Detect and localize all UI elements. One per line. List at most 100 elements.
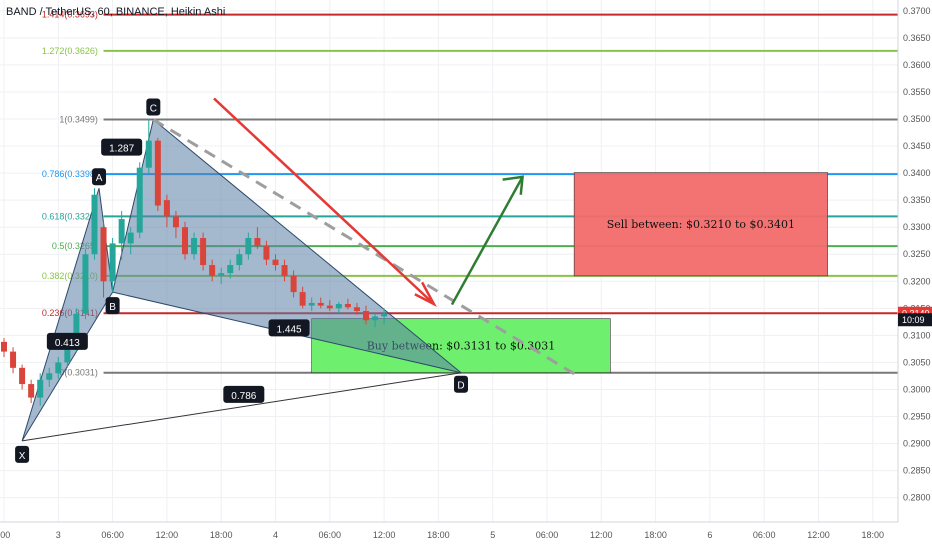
ratio-label-bg — [223, 385, 265, 403]
candle-body — [308, 302, 315, 306]
candle-body — [200, 238, 207, 266]
candle-body — [28, 384, 35, 398]
ratio-label: 0.786 — [231, 391, 256, 402]
candle-body — [299, 292, 306, 306]
candle-body — [381, 313, 388, 317]
x-tick-label: 5 — [490, 530, 495, 540]
y-tick-label: 0.3400 — [903, 168, 931, 178]
candle-body — [118, 219, 125, 244]
candle-body — [254, 238, 261, 247]
up-arrow-head — [502, 175, 524, 195]
x-tick-label: 06:00 — [101, 530, 124, 540]
candle-body — [64, 346, 71, 363]
y-tick-label: 0.3300 — [903, 222, 931, 232]
candle-body — [127, 232, 134, 244]
candle-body — [326, 305, 333, 309]
pattern-labels: X A B C D 0.413 1.287 1.445 0.786 — [15, 98, 469, 463]
point-label-a: A — [96, 173, 103, 184]
candle-body — [281, 265, 288, 276]
y-tick-label: 0.3250 — [903, 249, 931, 259]
x-tick-label: 12:00 — [156, 530, 179, 540]
candle-body — [335, 304, 342, 309]
candle-body — [55, 362, 62, 374]
y-tick-label: 0.3600 — [903, 60, 931, 70]
ratio-label-bg — [268, 319, 310, 337]
x-tick-label: 18:00 — [210, 530, 233, 540]
candle-body — [353, 307, 360, 312]
x-tick-label: 4 — [273, 530, 278, 540]
point-label-a-bg — [92, 168, 107, 186]
ratio-label: 0.413 — [55, 338, 80, 349]
x-tick-label: 6 — [707, 530, 712, 540]
candle-body — [82, 254, 89, 314]
y-tick-label: 0.3200 — [903, 276, 931, 286]
sell-zone-box — [573, 172, 828, 277]
price-axis-bg — [898, 0, 932, 550]
x-tick-label: 3 — [56, 530, 61, 540]
candle-body — [73, 313, 80, 347]
point-label-d-bg — [454, 375, 469, 393]
candle-body — [109, 243, 116, 282]
x-tick-label: :00 — [0, 530, 10, 540]
point-label-b: B — [109, 302, 116, 313]
candle-body — [172, 216, 179, 228]
point-label-b-bg — [105, 297, 120, 315]
candle-body — [154, 140, 161, 206]
sell-zone-text: Sell between: $0.3210 to $0.3401 — [607, 218, 795, 231]
candle-body — [91, 194, 98, 255]
y-tick-label: 0.3550 — [903, 87, 931, 97]
fib-label: 0(0.3031) — [59, 368, 98, 378]
y-tick-label: 0.2850 — [903, 466, 931, 476]
y-tick-label: 0.3000 — [903, 384, 931, 394]
candle-body — [163, 200, 170, 217]
fib-label: 0.5(0.3265) — [52, 241, 98, 251]
ratio-label-bg — [46, 332, 88, 350]
candles — [1, 119, 388, 406]
x-tick-label: 18:00 — [427, 530, 450, 540]
point-label-d: D — [457, 381, 464, 392]
candle-body — [344, 304, 351, 308]
candle-body — [317, 302, 324, 306]
time-badge-bg — [898, 313, 932, 327]
up-arrow-shaft — [450, 176, 524, 306]
candle-body — [372, 316, 379, 321]
point-label-x-bg — [15, 445, 30, 463]
x-tick-label: 12:00 — [590, 530, 613, 540]
candle-body — [290, 275, 297, 293]
pattern-xd-line — [22, 372, 462, 442]
fib-label: 1(0.3499) — [59, 115, 98, 125]
fib-label: 0.382(0.3210) — [42, 271, 98, 281]
candle-body — [245, 238, 252, 255]
candle-body — [136, 167, 143, 233]
candle-body — [227, 265, 234, 274]
point-label-x: X — [19, 451, 26, 462]
candle-body — [182, 227, 188, 255]
point-label-c: C — [150, 104, 157, 115]
x-tick-label: 06:00 — [319, 530, 342, 540]
candle-body — [363, 311, 369, 321]
x-tick-label: 06:00 — [753, 530, 776, 540]
fib-label: 1.414(0.3693) — [42, 10, 98, 20]
candle-body — [46, 373, 53, 380]
candle-body — [1, 341, 7, 352]
y-tick-label: 0.3500 — [903, 114, 931, 124]
candle-body — [209, 265, 216, 276]
down-arrow-shaft — [213, 97, 435, 305]
x-tick-label: 06:00 — [536, 530, 559, 540]
projection-dashed-line — [152, 118, 575, 376]
y-tick-label: 0.2800 — [903, 493, 931, 503]
fib-label: 0.618(0.3320) — [42, 211, 98, 221]
candle-body — [272, 259, 279, 266]
down-arrow-head — [414, 281, 437, 307]
fib-label: 1.272(0.3626) — [42, 46, 98, 56]
chart-title: BAND / TetherUS, 60, BINANCE, Heikin Ash… — [6, 6, 225, 18]
x-tick-label: 12:00 — [373, 530, 396, 540]
x-tick-label: 18:00 — [644, 530, 667, 540]
ratio-label-bg — [101, 138, 143, 156]
y-tick-label: 0.3650 — [903, 33, 931, 43]
candle-body — [263, 246, 270, 260]
y-tick-label: 0.3050 — [903, 357, 931, 367]
